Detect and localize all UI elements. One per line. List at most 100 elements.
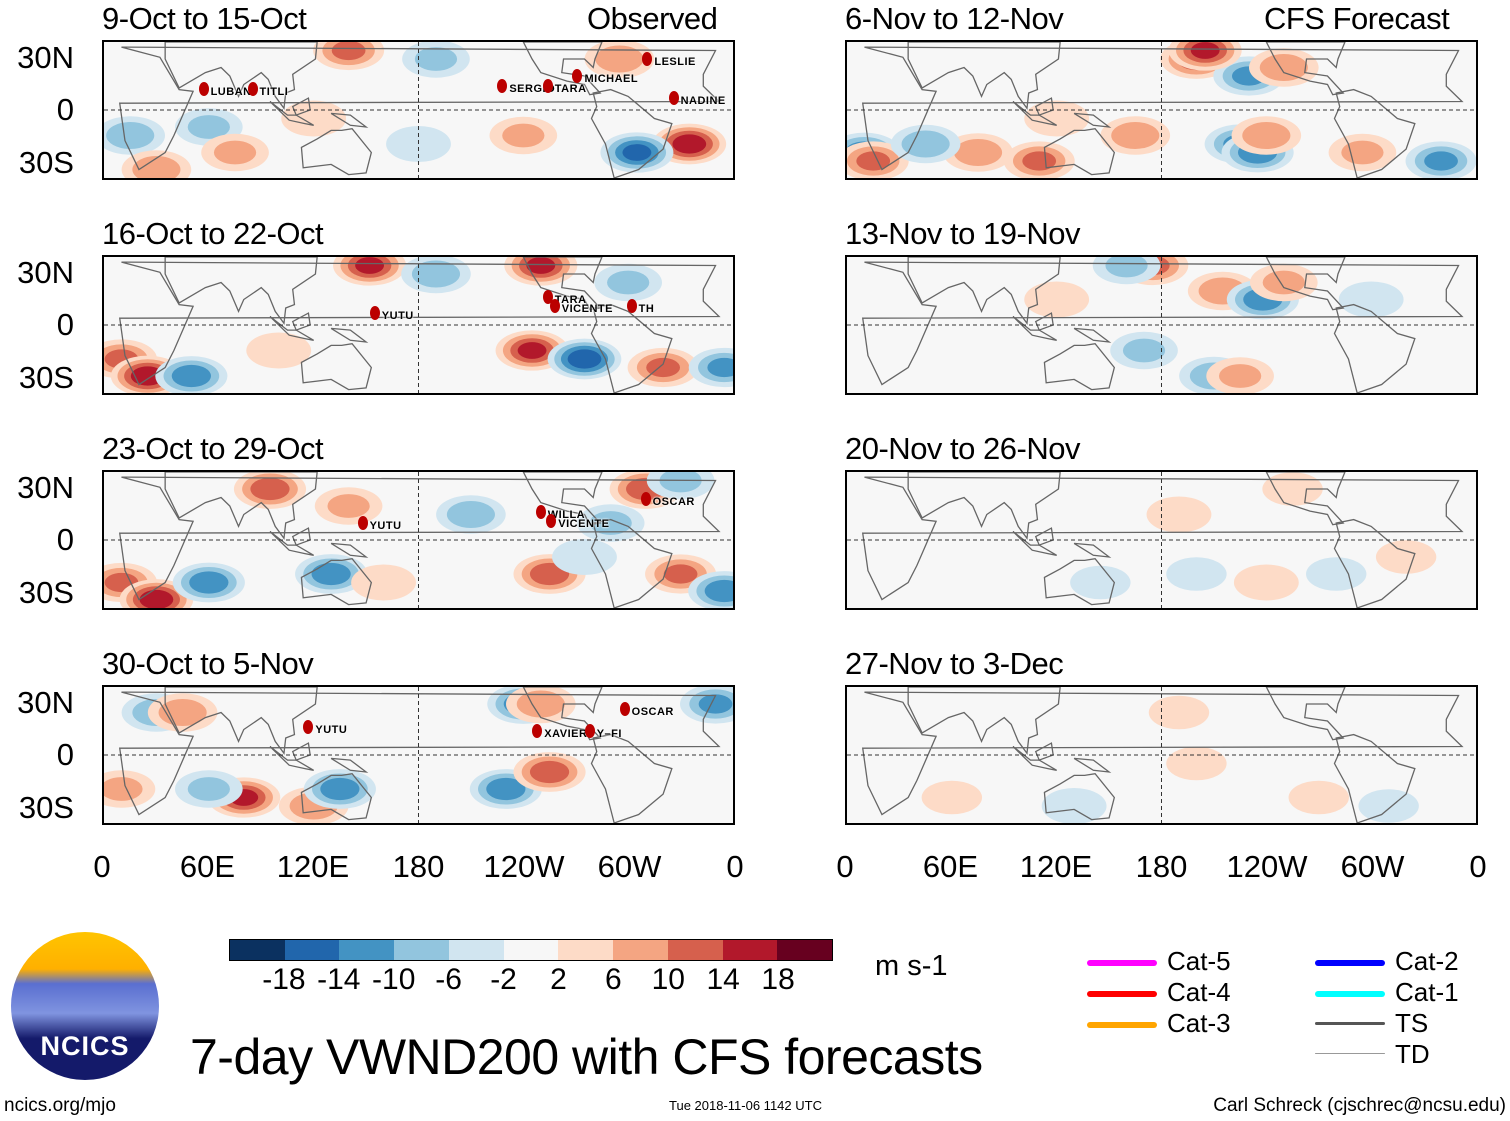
map-panel: YUTU WILLA VICENTE OSCAR <box>102 470 735 610</box>
storm-label: VICENTE <box>549 298 613 315</box>
coastline <box>863 47 1462 169</box>
colorbar-label: 6 <box>605 963 622 996</box>
storm-label: LESLIE <box>642 51 696 68</box>
colorbar-swatch <box>448 940 504 960</box>
lon-tick-label: 0 <box>836 849 854 884</box>
coastline <box>1044 344 1114 390</box>
storm-label: TITLI <box>247 82 289 99</box>
logo-text: NCICS <box>40 1031 130 1061</box>
colorbar-label: -6 <box>435 963 462 996</box>
anomaly-field <box>104 42 733 178</box>
storm-label: OSCAR <box>640 491 695 508</box>
anomaly-contour <box>921 780 983 815</box>
anomaly-contour <box>1218 364 1262 388</box>
coastline <box>1036 743 1053 760</box>
coastline <box>270 102 314 126</box>
anomaly-field <box>847 257 1476 393</box>
anomaly-contour <box>856 151 891 171</box>
anomaly-contour <box>526 257 556 274</box>
legend-line <box>1315 1053 1385 1054</box>
anomaly-contour <box>446 501 495 528</box>
coastline <box>1334 735 1414 823</box>
coastline <box>270 747 314 771</box>
anomaly-contour <box>622 144 652 161</box>
anomaly-contour <box>1122 338 1166 363</box>
anomaly-contour <box>331 42 366 61</box>
anomaly-contour <box>189 571 229 594</box>
storm-label: WILLA <box>535 505 586 522</box>
lat-tick-label: 30N <box>17 684 74 720</box>
legend-label: Cat-3 <box>1167 1008 1231 1038</box>
coastline <box>270 317 314 341</box>
lat-tick-label: 30S <box>18 574 74 610</box>
anomaly-contour <box>386 126 451 162</box>
legend-label: Cat-4 <box>1167 977 1231 1007</box>
coastline <box>908 257 1060 323</box>
anomaly-contour <box>1262 472 1323 506</box>
anomaly-contour <box>187 777 230 801</box>
anomaly-contour <box>1024 281 1090 318</box>
legend-line <box>1087 991 1157 997</box>
anomaly-contour <box>953 139 1003 166</box>
anomaly-contour <box>355 257 385 274</box>
panel-title: 23-Oct to 29-Oct <box>102 431 324 466</box>
colorbar-label: 10 <box>651 963 685 996</box>
coastline <box>1044 559 1114 605</box>
anomaly-contour <box>1358 789 1419 823</box>
anomaly-contour <box>529 562 570 586</box>
coastline <box>1074 543 1109 557</box>
coastline <box>270 532 314 556</box>
anomaly-contour <box>250 477 290 501</box>
coastline <box>1266 472 1345 525</box>
logo: NCICS <box>11 932 159 1080</box>
coastline <box>863 262 1462 384</box>
anomaly-contour <box>1259 54 1308 81</box>
storm-label: TH <box>626 298 655 315</box>
legend-label: TS <box>1395 1008 1429 1038</box>
anomaly-contour <box>595 45 644 73</box>
legend-line <box>1087 960 1157 966</box>
coastline <box>863 477 1462 599</box>
anomaly-contour <box>1166 746 1227 781</box>
anomaly-contour <box>1070 565 1131 600</box>
anomaly-contour <box>414 47 458 71</box>
anomaly-contour <box>1041 788 1107 823</box>
storm-label: YUTU <box>303 720 348 737</box>
storm-label: YUTU <box>357 515 402 532</box>
lat-tick-label: 30N <box>17 39 74 75</box>
lon-tick-label: 120E <box>1019 849 1093 884</box>
coastline <box>863 692 1462 814</box>
anomaly-contour <box>552 539 617 575</box>
lat-tick-label: 30S <box>18 359 74 395</box>
coastline <box>1013 317 1057 341</box>
storm-label: MICHAEL <box>572 68 639 85</box>
coastline <box>301 344 371 390</box>
anomaly-contour <box>663 564 698 584</box>
coastline <box>120 262 719 384</box>
lon-tick-label: 0 <box>1469 849 1487 884</box>
coastline <box>331 543 366 557</box>
coastline <box>120 47 719 169</box>
coastline <box>1334 90 1414 178</box>
storm-label: LUBAN <box>198 82 252 99</box>
lon-tick-label: 60E <box>922 849 979 884</box>
timestamp: Tue 2018-11-06 1142 UTC <box>669 1098 822 1113</box>
anomaly-contour <box>646 357 681 378</box>
lat-tick-label: 30N <box>17 469 74 505</box>
coastline <box>120 692 719 814</box>
colorbar-label: -18 <box>262 963 306 996</box>
anomaly-contour <box>1022 151 1057 171</box>
map-panel <box>845 685 1478 825</box>
legend-label: Cat-2 <box>1395 946 1459 976</box>
coastline <box>1074 758 1109 772</box>
legend-label: Cat-1 <box>1395 977 1459 1007</box>
panel-title: 30-Oct to 5-Nov <box>102 646 314 681</box>
coastline <box>523 472 602 525</box>
map-panel: LUBAN TITLI SERGIO TARA MICHAEL LESLIE NADINE <box>102 40 735 180</box>
anomaly-contour <box>187 115 230 139</box>
coastline <box>301 559 371 605</box>
coastline <box>1334 520 1414 608</box>
lat-tick-label: 0 <box>56 307 74 342</box>
site-link[interactable]: ncics.org/mjo <box>4 1095 116 1116</box>
anomaly-contour <box>704 579 733 603</box>
